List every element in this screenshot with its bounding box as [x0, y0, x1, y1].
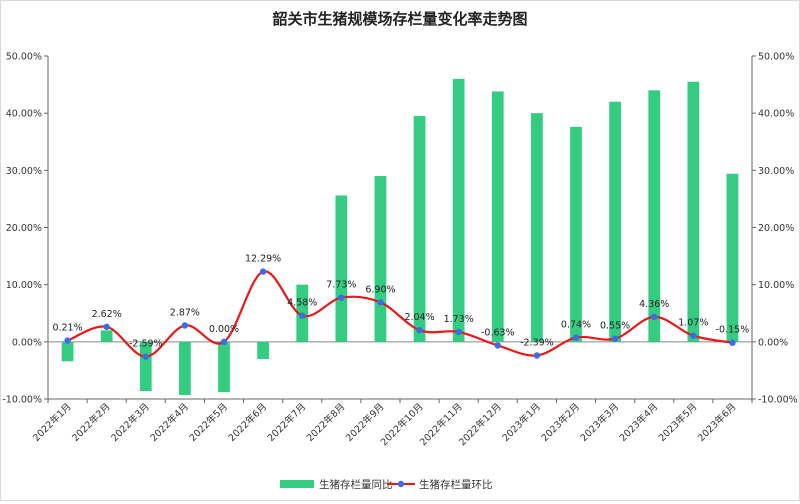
bar: [531, 113, 543, 342]
x-axis-tick-label: 2023年2月: [539, 401, 582, 444]
x-axis-tick-label: 2023年5月: [656, 401, 699, 444]
data-labels-group: 0.21% 2.62% -2.59% 2.87% 0.00% 12.29% 4.58% 7.7…: [52, 254, 749, 350]
line-point: [611, 335, 619, 342]
line-data-label: -0.15%: [716, 325, 750, 336]
line-point: [338, 294, 345, 301]
line-data-label: 7.73%: [326, 280, 356, 291]
line-data-label: 1.73%: [444, 314, 474, 325]
x-axis-tick-label: 2022年5月: [187, 401, 230, 444]
chart-title: 韶关市生猪规模场存栏量变化率走势图: [272, 10, 527, 28]
line-point: [259, 268, 267, 275]
line-data-label: 1.07%: [678, 318, 708, 329]
bar: [61, 341, 74, 362]
line-point: [533, 352, 541, 359]
left-axis-tick-label: 40.00%: [6, 109, 42, 120]
line-point: [690, 332, 697, 339]
line-point: [416, 326, 423, 334]
x-axis-tick-label: 2023年6月: [695, 401, 738, 444]
left-axis-tick-label: 20.00%: [6, 223, 42, 234]
bar: [179, 341, 191, 395]
line-series-path: [67, 270, 733, 358]
line-point: [181, 322, 189, 329]
left-axis-tick-label: 10.00%: [6, 280, 42, 291]
line-data-label: 2.04%: [404, 312, 434, 323]
line-point: [494, 342, 501, 349]
left-axis-tick-label: 0.00%: [12, 337, 42, 348]
x-axis-tick-label: 2022年9月: [343, 401, 386, 444]
right-axis-tick-label: -10.00%: [758, 395, 798, 406]
line-data-label: 4.58%: [287, 298, 317, 309]
line-point: [572, 334, 580, 341]
bar: [335, 195, 348, 342]
left-axis-tick-label: 50.00%: [6, 52, 42, 63]
x-axis-tick-label: 2023年3月: [578, 401, 621, 444]
line-point: [299, 312, 306, 319]
x-axis-tick-label: 2022年12月: [456, 401, 504, 449]
line-point: [220, 338, 228, 346]
line-point: [103, 323, 110, 331]
right-axis-tick-label: 50.00%: [758, 52, 794, 63]
bar: [452, 78, 465, 342]
line-data-label: -2.59%: [129, 339, 163, 350]
line-point: [377, 299, 384, 306]
legend: 生猪存栏量同比 生猪存栏量环比: [280, 478, 493, 491]
bar: [374, 176, 387, 342]
x-axis-tick-label: 2022年4月: [148, 401, 191, 444]
axes-group: -10.00% 0.00% 10.00% 20.00% 30.00% 40.00% 50.0…: [2, 52, 797, 449]
line-data-label: 6.90%: [365, 284, 395, 295]
left-axis-tick-label: 30.00%: [6, 166, 42, 177]
bar: [491, 91, 504, 342]
line-data-label: -2.39%: [520, 337, 554, 348]
bar: [218, 341, 230, 393]
line-data-label: 12.29%: [245, 254, 281, 265]
bar: [257, 341, 269, 359]
legend-swatch-marker: [397, 480, 405, 488]
line-point: [455, 328, 462, 336]
legend-swatch-bar: [280, 480, 314, 488]
line-series-group: [64, 268, 736, 360]
x-axis-tick-label: 2022年7月: [265, 401, 308, 444]
line-point: [651, 313, 658, 321]
left-axis-tick-label: -10.00%: [2, 395, 42, 406]
bar-series-group: [61, 78, 739, 395]
line-point: [142, 353, 149, 360]
line-data-label: 0.74%: [561, 320, 591, 331]
bar: [687, 81, 700, 342]
x-axis-tick-label: 2022年8月: [304, 401, 347, 444]
bar: [413, 116, 426, 342]
bar: [100, 330, 113, 342]
bar: [648, 90, 661, 342]
right-axis-tick-label: 20.00%: [758, 223, 794, 234]
line-data-label: 0.21%: [52, 323, 82, 334]
line-data-label: 4.36%: [639, 299, 669, 310]
x-axis-tick-label: 2023年4月: [617, 401, 660, 444]
line-data-label: 0.00%: [209, 324, 239, 335]
bar: [139, 341, 152, 391]
bar: [570, 126, 582, 342]
line-point: [729, 339, 736, 346]
right-axis-tick-label: 0.00%: [758, 337, 788, 348]
right-axis-tick-label: 40.00%: [758, 109, 794, 120]
x-axis-tick-label: 2022年1月: [30, 401, 73, 444]
right-axis-tick-label: 30.00%: [758, 166, 794, 177]
x-axis-tick-label: 2022年3月: [109, 401, 152, 444]
bar: [726, 173, 739, 342]
line-data-label: 2.62%: [92, 309, 122, 320]
right-axis-tick-label: 10.00%: [758, 280, 794, 291]
x-axis-tick-label: 2022年6月: [226, 401, 269, 444]
legend-label-bar: 生猪存栏量同比: [319, 478, 393, 491]
line-data-label: 0.55%: [600, 321, 630, 332]
line-point: [64, 337, 71, 344]
x-axis-tick-label: 2022年2月: [69, 401, 112, 444]
line-data-label: -0.63%: [481, 327, 515, 338]
line-data-label: 2.87%: [170, 307, 200, 318]
bar: [609, 101, 621, 342]
x-axis-tick-label: 2023年1月: [500, 401, 543, 444]
legend-label-line: 生猪存栏量环比: [419, 478, 493, 491]
